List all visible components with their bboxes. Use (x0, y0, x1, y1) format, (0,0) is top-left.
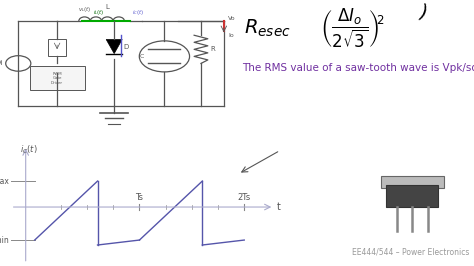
Text: $i_C(t)$: $i_C(t)$ (132, 8, 144, 17)
Text: Io: Io (228, 33, 234, 38)
Text: t: t (277, 202, 281, 212)
Text: PWM
Gate
Driver: PWM Gate Driver (51, 72, 63, 85)
Text: Ts: Ts (136, 193, 144, 202)
Text: L: L (105, 4, 109, 10)
Text: D: D (123, 44, 128, 49)
Text: Vo: Vo (228, 16, 236, 21)
Text: Imax: Imax (0, 177, 9, 186)
Text: $\left(\dfrac{\Delta I_o}{2\sqrt{3}}\right)^{\!\!2}$: $\left(\dfrac{\Delta I_o}{2\sqrt{3}}\rig… (320, 7, 384, 50)
Text: C: C (139, 54, 144, 59)
Text: $i_L(t)$: $i_L(t)$ (92, 8, 104, 17)
Text: EE444/544 – Power Electronics: EE444/544 – Power Electronics (352, 247, 469, 256)
Bar (48, 39, 66, 56)
Text: Imin: Imin (0, 236, 9, 244)
Polygon shape (106, 39, 122, 53)
Text: R: R (210, 46, 215, 52)
Text: Vi: Vi (0, 60, 3, 66)
Text: $i_C(t)$: $i_C(t)$ (20, 143, 37, 156)
Text: $\mathsf{)}$: $\mathsf{)}$ (415, 0, 429, 23)
Bar (381, 176, 444, 188)
Text: The RMS value of a saw-tooth wave is Vpk/sqrt(3): The RMS value of a saw-tooth wave is Vpk… (242, 63, 474, 73)
Bar (30, 66, 84, 90)
Text: $v_L(t)$: $v_L(t)$ (78, 5, 91, 14)
Text: 2Ts: 2Ts (237, 193, 251, 202)
Text: $R_{esec}$: $R_{esec}$ (244, 18, 291, 39)
Bar (386, 185, 438, 207)
